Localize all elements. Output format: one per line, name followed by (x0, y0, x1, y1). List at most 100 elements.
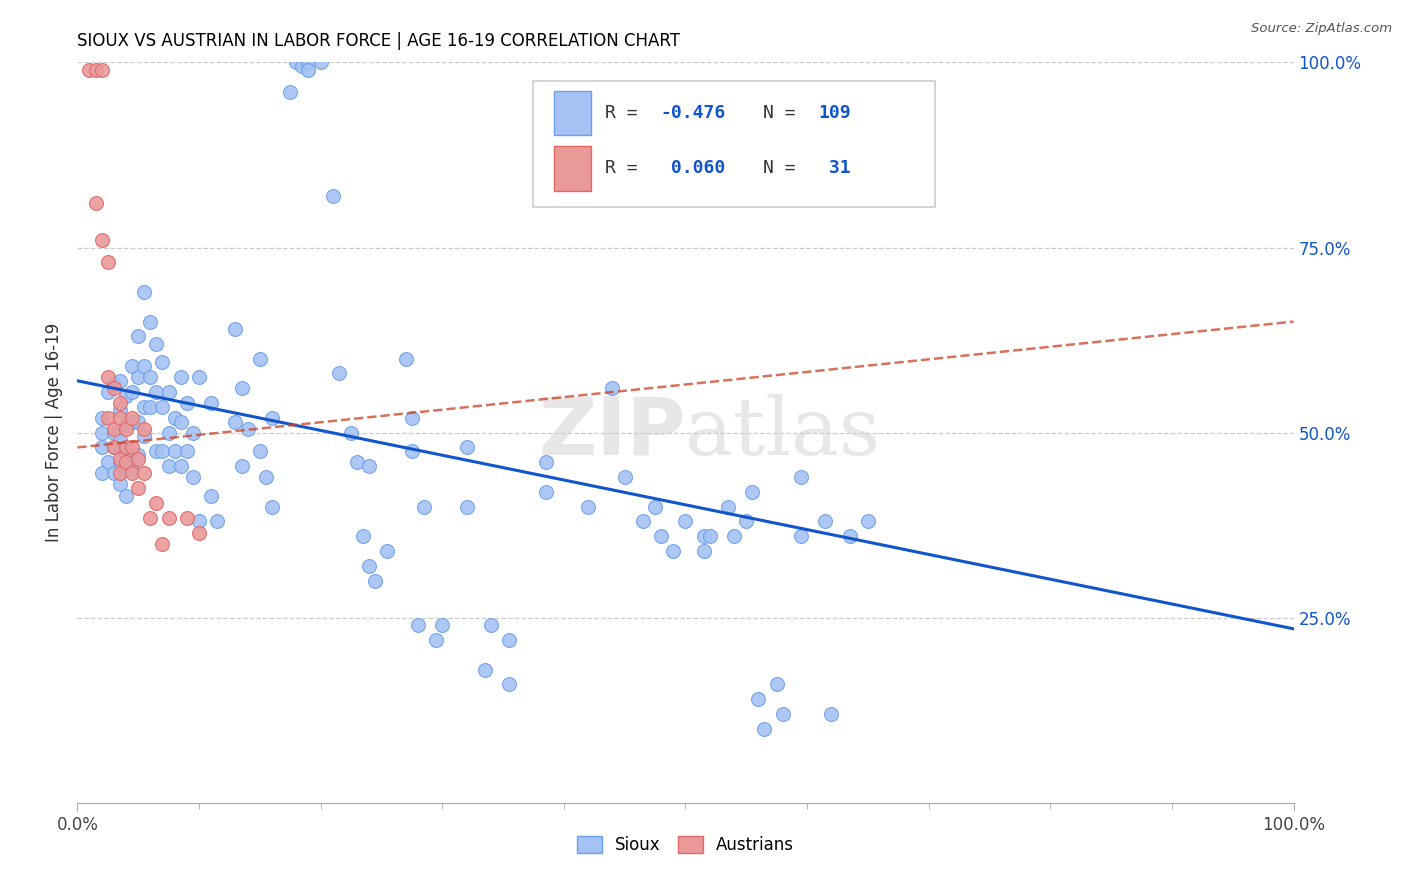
Point (297, 62, 319, 77)
Point (188, 525, 211, 540)
Point (297, 55, 319, 70)
Point (121, 415, 143, 429)
Point (498, 677, 520, 691)
Point (145, 444, 167, 458)
FancyBboxPatch shape (533, 81, 935, 207)
Text: R =: R = (605, 103, 648, 122)
Point (127, 329, 149, 343)
Point (576, 500, 599, 514)
Point (260, 410, 283, 425)
Point (395, 351, 418, 366)
Point (254, 470, 277, 484)
Point (772, 706, 794, 721)
Point (103, 381, 125, 395)
Point (717, 500, 740, 514)
Point (139, 314, 162, 328)
Text: 31: 31 (818, 160, 851, 178)
Point (170, 415, 193, 429)
Point (790, 529, 813, 543)
Point (97, 384, 120, 399)
Y-axis label: In Labor Force | Age 16-19: In Labor Force | Age 16-19 (45, 323, 63, 542)
Point (152, 536, 174, 550)
Point (602, 381, 624, 395)
Point (644, 500, 666, 514)
Point (352, 529, 374, 543)
Point (188, 370, 211, 384)
Point (134, 429, 156, 443)
Point (401, 410, 423, 425)
Text: 0.060: 0.060 (659, 160, 725, 178)
Text: atlas: atlas (686, 393, 880, 472)
Point (322, 188, 344, 202)
Point (157, 510, 180, 524)
Point (121, 410, 143, 425)
Point (139, 510, 162, 524)
Point (249, 351, 271, 366)
Point (108, 451, 131, 466)
Point (401, 444, 423, 458)
Point (134, 359, 156, 373)
Point (754, 722, 776, 736)
Point (103, 441, 125, 455)
Point (838, 529, 860, 543)
Point (127, 448, 149, 462)
Point (176, 396, 198, 410)
Point (103, 441, 125, 455)
Point (692, 529, 714, 543)
Point (139, 370, 162, 384)
Point (479, 618, 502, 632)
Point (90, 467, 112, 481)
Point (377, 544, 399, 558)
Point (97, 255, 120, 269)
Point (181, 470, 204, 484)
Point (631, 515, 654, 529)
Point (115, 388, 138, 402)
Point (115, 489, 138, 503)
FancyBboxPatch shape (554, 146, 591, 191)
Point (406, 618, 429, 632)
Point (534, 455, 557, 469)
Text: N =: N = (763, 103, 807, 122)
Point (127, 481, 149, 495)
Text: -0.476: -0.476 (659, 103, 725, 122)
Point (121, 441, 143, 455)
Point (134, 422, 156, 436)
Point (163, 410, 186, 425)
Point (249, 444, 271, 458)
Point (820, 706, 842, 721)
Point (456, 441, 478, 455)
Legend: Sioux, Austrians: Sioux, Austrians (571, 830, 800, 861)
Point (97, 455, 120, 469)
Point (108, 374, 131, 388)
Point (613, 470, 636, 484)
Point (285, 55, 308, 70)
Point (200, 396, 222, 410)
Point (181, 425, 204, 440)
Point (108, 477, 131, 491)
Point (90, 62, 112, 77)
Point (675, 515, 697, 529)
Point (735, 515, 758, 529)
Point (97, 410, 120, 425)
Point (534, 484, 557, 499)
Point (224, 415, 246, 429)
Point (346, 455, 368, 469)
Point (115, 448, 138, 462)
Point (765, 677, 787, 691)
Point (108, 433, 131, 447)
Point (723, 529, 745, 543)
Point (425, 632, 447, 647)
Point (260, 500, 283, 514)
Point (152, 444, 174, 458)
Point (84, 62, 107, 77)
Point (498, 632, 520, 647)
Text: 109: 109 (818, 103, 851, 122)
Point (90, 233, 112, 247)
Point (127, 415, 149, 429)
Point (127, 451, 149, 466)
Point (157, 384, 180, 399)
Point (115, 422, 138, 436)
Point (145, 496, 167, 510)
Point (364, 574, 387, 588)
Point (145, 336, 167, 351)
